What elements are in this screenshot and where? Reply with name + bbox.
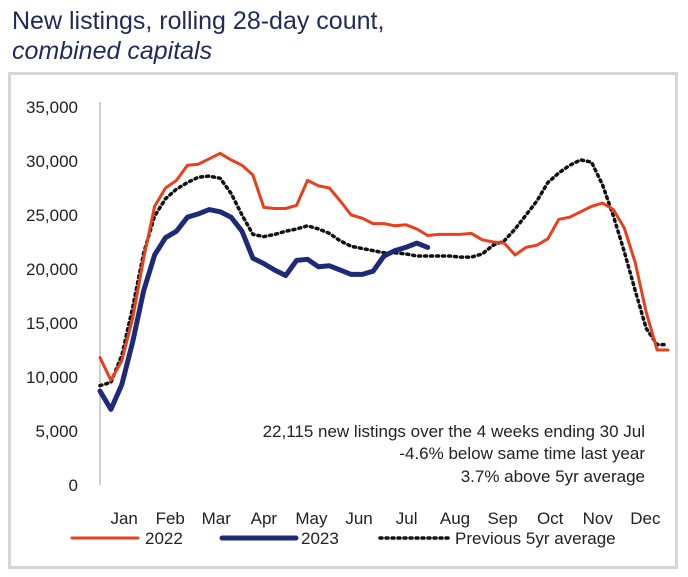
x-tick-label: May <box>295 509 328 528</box>
x-tick-label: Jan <box>110 509 137 528</box>
x-tick-label: Dec <box>630 509 661 528</box>
y-tick-label: 15,000 <box>26 314 78 333</box>
y-tick-label: 10,000 <box>26 368 78 387</box>
y-tick-label: 35,000 <box>26 98 78 117</box>
chart-title: New listings, rolling 28-day count, comb… <box>12 6 384 66</box>
chart-title-line1: New listings, rolling 28-day count, <box>12 7 385 35</box>
annotation-text: -4.6% below same time last year <box>399 444 645 463</box>
legend-label: 2022 <box>145 529 183 548</box>
y-tick-label: 0 <box>69 476 78 495</box>
x-tick-label: Nov <box>583 509 614 528</box>
legend-label: 2023 <box>301 529 339 548</box>
y-tick-label: 5,000 <box>35 422 78 441</box>
series-2022-line <box>98 151 670 382</box>
y-tick-label: 20,000 <box>26 260 78 279</box>
x-tick-label: Apr <box>251 509 278 528</box>
series-5yr-average-line <box>98 158 670 388</box>
x-tick-label: Jun <box>345 509 372 528</box>
x-tick-label: Sep <box>487 509 517 528</box>
x-tick-label: Jul <box>396 509 418 528</box>
y-tick-label: 30,000 <box>26 152 78 171</box>
x-tick-label: Aug <box>440 509 470 528</box>
chart-frame <box>8 72 678 569</box>
y-tick-label: 25,000 <box>26 206 78 225</box>
annotation-text: 3.7% above 5yr average <box>461 467 645 486</box>
x-tick-label: Mar <box>202 509 232 528</box>
legend-label: Previous 5yr average <box>455 529 616 548</box>
x-tick-label: Feb <box>156 509 185 528</box>
x-tick-label: Oct <box>537 509 564 528</box>
series-2023-line <box>97 207 431 412</box>
chart-title-line2: combined capitals <box>12 37 213 65</box>
annotation-text: 22,115 new listings over the 4 weeks end… <box>263 422 645 441</box>
